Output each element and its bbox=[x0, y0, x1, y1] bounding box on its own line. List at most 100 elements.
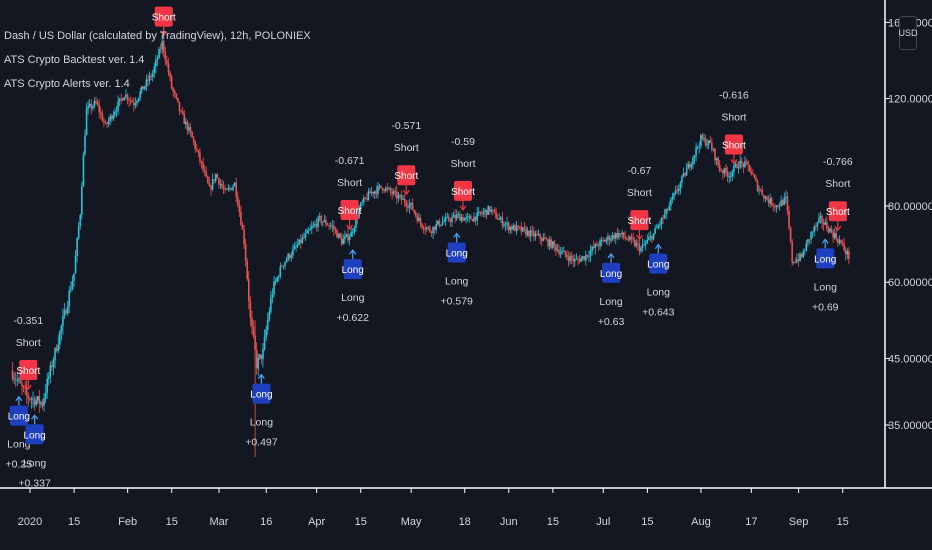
candle bbox=[648, 232, 650, 241]
short-signal[interactable]: Short Short -0.616 bbox=[719, 90, 749, 165]
candle bbox=[385, 186, 387, 193]
candle bbox=[148, 71, 151, 85]
long-marker[interactable] bbox=[252, 383, 271, 404]
candle bbox=[312, 221, 315, 229]
time-tick-label: 18 bbox=[459, 516, 471, 528]
long-marker[interactable] bbox=[602, 262, 621, 283]
indicator-alerts[interactable]: ATS Crypto Alerts ver. 1.4 bbox=[4, 78, 130, 90]
candle bbox=[725, 164, 727, 177]
candle bbox=[207, 175, 209, 184]
candle bbox=[632, 232, 634, 243]
candle bbox=[205, 166, 208, 178]
long-signal[interactable]: Long Long +0.63 bbox=[598, 252, 625, 328]
signal-value: +0.643 bbox=[642, 307, 675, 319]
short-marker[interactable] bbox=[630, 210, 649, 231]
candle bbox=[38, 390, 41, 413]
candle bbox=[695, 142, 697, 162]
candle bbox=[707, 140, 710, 150]
candle bbox=[465, 213, 467, 224]
candle bbox=[281, 263, 283, 268]
candle bbox=[221, 179, 223, 190]
candle bbox=[249, 296, 252, 327]
long-marker[interactable] bbox=[343, 259, 362, 280]
short-marker[interactable] bbox=[454, 180, 472, 201]
long-signal[interactable]: Long Long +0.579 bbox=[440, 232, 473, 307]
indicator-backtest[interactable]: ATS Crypto Backtest ver. 1.4 bbox=[4, 54, 145, 66]
short-marker[interactable] bbox=[397, 165, 416, 186]
candle bbox=[169, 70, 171, 82]
candle bbox=[175, 93, 178, 100]
candle bbox=[780, 195, 782, 207]
long-marker[interactable] bbox=[9, 405, 28, 426]
candle bbox=[329, 222, 332, 229]
candle bbox=[392, 188, 395, 197]
short-marker[interactable] bbox=[828, 201, 847, 222]
candle bbox=[457, 211, 460, 219]
candle bbox=[68, 286, 71, 314]
candle bbox=[827, 225, 830, 235]
short-signal[interactable]: Short Short -0.351 bbox=[13, 315, 43, 390]
candle bbox=[292, 244, 294, 259]
long-signal[interactable]: Long Long +0.622 bbox=[337, 249, 370, 324]
short-marker[interactable] bbox=[19, 359, 38, 380]
long-marker[interactable] bbox=[25, 424, 44, 445]
candle bbox=[200, 160, 203, 169]
long-signal[interactable]: Long Long +0.337 bbox=[18, 414, 51, 489]
short-signal[interactable]: Short Short -0.571 bbox=[391, 120, 421, 196]
candle bbox=[410, 202, 412, 210]
candle bbox=[186, 119, 189, 135]
signal-label: Long bbox=[341, 292, 365, 304]
candle bbox=[350, 227, 352, 237]
candle bbox=[718, 160, 721, 173]
candle bbox=[717, 156, 719, 169]
long-signal[interactable]: Long Long +0.643 bbox=[642, 243, 675, 319]
candle bbox=[451, 213, 453, 228]
candle bbox=[712, 148, 715, 152]
candle bbox=[76, 237, 78, 263]
candle bbox=[589, 244, 592, 263]
candle bbox=[95, 96, 97, 105]
candle bbox=[487, 205, 489, 215]
candle bbox=[22, 384, 25, 393]
candle bbox=[33, 395, 36, 411]
time-tick-label: Sep bbox=[789, 516, 809, 528]
short-signal[interactable]: Short Short -0.67 bbox=[627, 165, 652, 241]
candle bbox=[40, 400, 42, 408]
candle bbox=[706, 138, 708, 150]
short-marker[interactable] bbox=[724, 134, 743, 155]
long-signal[interactable]: Long Long +0.497 bbox=[245, 373, 278, 449]
candle bbox=[438, 218, 441, 228]
short-signal[interactable]: Short Short -0.671 bbox=[335, 155, 365, 230]
candle bbox=[260, 354, 263, 365]
price-tick-label: 45.0000000 bbox=[888, 353, 932, 365]
long-marker[interactable] bbox=[816, 248, 835, 269]
short-marker[interactable] bbox=[154, 6, 173, 27]
candle bbox=[778, 202, 781, 211]
long-marker[interactable] bbox=[649, 253, 668, 274]
candle bbox=[692, 155, 694, 169]
currency-button[interactable]: USD bbox=[899, 16, 918, 50]
candle bbox=[498, 213, 501, 220]
long-signal[interactable]: Long Long +0.25 bbox=[6, 395, 33, 471]
long-signal[interactable]: Long Long +0.69 bbox=[812, 238, 839, 313]
short-marker[interactable] bbox=[340, 199, 359, 220]
candle bbox=[835, 228, 838, 242]
candle bbox=[435, 219, 438, 234]
candle bbox=[837, 237, 839, 247]
long-marker[interactable] bbox=[447, 242, 466, 263]
candle bbox=[846, 248, 849, 260]
candle bbox=[199, 147, 201, 166]
short-signal[interactable]: Short Short -0.766 bbox=[823, 156, 853, 232]
candle bbox=[703, 133, 705, 142]
short-signal[interactable]: Short Short -0.59 bbox=[450, 136, 476, 211]
candle bbox=[288, 252, 291, 261]
candle bbox=[783, 192, 786, 206]
candle bbox=[122, 97, 124, 101]
candle bbox=[337, 232, 340, 240]
symbol-title[interactable]: Dash / US Dollar (calculated by TradingV… bbox=[4, 30, 311, 42]
candle bbox=[446, 212, 449, 219]
time-axis[interactable]: 2020 15 Feb 15 Mar 16 Apr 15 May 18 Jun 15 Jul 15 Aug 1… bbox=[0, 487, 932, 528]
candle bbox=[271, 288, 274, 304]
